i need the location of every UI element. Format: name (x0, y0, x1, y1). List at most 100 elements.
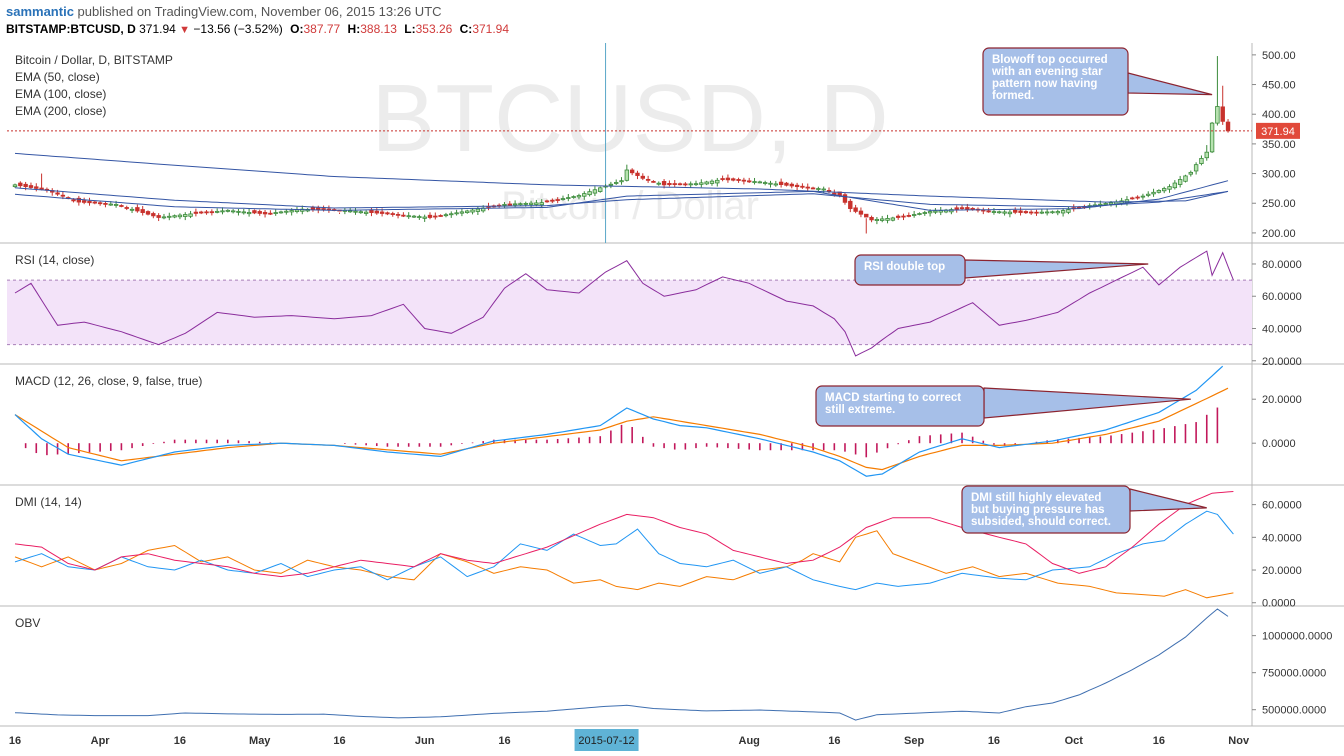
callout-text: RSI double top (864, 261, 945, 273)
legend-entry[interactable]: EMA (200, close) (15, 104, 106, 118)
legend-entry[interactable]: MACD (12, 26, close, 9, false, true) (15, 374, 202, 388)
author-link[interactable]: sammantic (6, 4, 74, 19)
candle-body (534, 202, 539, 205)
legend-entry[interactable]: DMI (14, 14) (15, 495, 82, 509)
y-tick-label: 20.0000 (1262, 565, 1302, 577)
candle-body (933, 210, 938, 213)
x-tick-label: 16 (828, 735, 840, 747)
callout-text: Blowoff top occurred (992, 54, 1108, 66)
candle-body (661, 181, 667, 186)
candle-body (959, 207, 965, 210)
symbol-label[interactable]: BITSTAMP:BTCUSD, D (6, 22, 136, 36)
candle-body (762, 182, 768, 184)
x-tick-label: Apr (91, 735, 111, 747)
candle-body (778, 181, 784, 185)
callout-box[interactable] (815, 385, 985, 427)
candle-body (369, 209, 374, 213)
candle-body (752, 181, 757, 183)
legend-entry[interactable]: EMA (100, close) (15, 87, 106, 101)
candle-body (34, 186, 39, 189)
candle-body (927, 211, 933, 214)
y-tick-label: 500000.0000 (1262, 705, 1326, 717)
header: sammantic published on TradingView.com, … (0, 0, 1344, 44)
candle-body (92, 201, 98, 204)
y-tick-label: 500.00 (1262, 50, 1296, 62)
x-tick-label: Oct (1065, 735, 1084, 747)
candle-body (113, 204, 119, 206)
candle-body (693, 183, 699, 186)
candle-body (635, 172, 640, 176)
candle-body (28, 185, 34, 188)
candle-body (454, 212, 459, 215)
legend-entry[interactable]: EMA (50, close) (15, 70, 100, 84)
y-tick-label: 60.0000 (1262, 291, 1302, 303)
callout-text: subsided, should correct. (971, 516, 1111, 528)
candle-body (1215, 106, 1220, 124)
candle-body (459, 211, 465, 214)
candle-body (443, 214, 449, 217)
down-arrow-icon: ▼ (179, 24, 191, 36)
candle-body (225, 209, 231, 212)
candle-body (1130, 197, 1135, 200)
candle-body (842, 194, 848, 203)
candle-body (571, 196, 576, 198)
candle-body (395, 213, 401, 216)
candle-body (108, 203, 113, 206)
callout-box[interactable] (961, 485, 1131, 534)
candle-body (518, 203, 523, 206)
candle-body (470, 209, 475, 213)
published-text: published on TradingView.com, November 0… (77, 4, 442, 19)
callout-box[interactable] (982, 47, 1129, 116)
candle-body (550, 199, 555, 202)
candle-body (161, 216, 167, 219)
candle-body (87, 200, 92, 204)
candle-body (71, 199, 76, 202)
macd-line (14, 365, 1224, 477)
x-tick-label: Aug (739, 735, 760, 747)
candle-body (379, 211, 385, 214)
x-tick-label: Jun (415, 735, 435, 747)
x-tick-label: May (249, 735, 271, 747)
candle-body (651, 180, 656, 183)
legend-entry[interactable]: Bitcoin / Dollar, D, BITSTAMP (15, 53, 173, 67)
y-tick-label: 80.0000 (1262, 259, 1302, 271)
candle-body (129, 208, 135, 211)
candle-body (1167, 186, 1172, 190)
candle-body (560, 198, 566, 200)
candle-body (890, 217, 896, 221)
candle-body (1050, 211, 1055, 214)
candle-body (209, 211, 215, 214)
candle-body (177, 214, 183, 218)
candle-body (23, 183, 28, 188)
x-tick-label: 16 (1153, 735, 1165, 747)
candle-body (715, 179, 720, 184)
callout-text: formed. (992, 90, 1034, 102)
candle-body (438, 215, 443, 217)
candle-body (794, 184, 800, 188)
candle-body (172, 215, 177, 218)
legend-entry[interactable]: RSI (14, close) (15, 253, 94, 267)
candle-body (433, 215, 438, 218)
candle-body (124, 207, 129, 209)
candle-body (613, 182, 619, 184)
candle-body (1209, 122, 1215, 153)
candle-body (1135, 196, 1140, 199)
candle-body (911, 214, 917, 216)
candle-body (587, 191, 592, 196)
candle-body (709, 180, 715, 184)
candle-body (363, 211, 369, 214)
candle-body (699, 182, 704, 185)
candle-body (1108, 202, 1114, 205)
candle-body (406, 215, 411, 218)
chart-area[interactable]: BTCUSD, D Bitcoin / Dollar 200.00 250.00 3… (0, 43, 1344, 756)
legend-entry[interactable]: OBV (15, 616, 40, 630)
callout-box[interactable] (854, 254, 966, 286)
y-tick-label: 40.0000 (1262, 324, 1302, 336)
change-value: −13.56 (−3.52%) (193, 22, 283, 36)
high-value: 388.13 (360, 22, 397, 36)
candle-body (667, 183, 672, 186)
y-tick-label: 60.0000 (1262, 500, 1302, 512)
crosshair-date-label: 2015-07-12 (578, 735, 634, 747)
candle-body (214, 210, 220, 213)
callout-text: MACD starting to correct (825, 392, 961, 404)
